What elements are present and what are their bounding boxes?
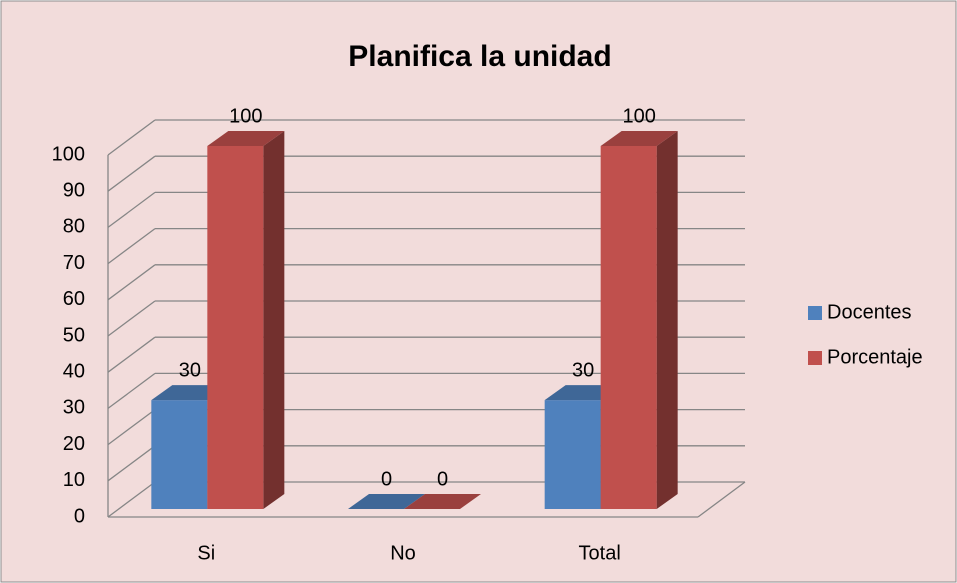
value-label: 30 (572, 359, 594, 381)
y-tick-label: 10 (63, 469, 85, 491)
y-tick-label: 40 (63, 360, 85, 382)
legend-swatch (808, 306, 822, 320)
y-tick-label: 20 (63, 433, 85, 455)
legend-label: Docentes (827, 301, 912, 323)
bar-side (263, 131, 285, 509)
value-label: 30 (179, 359, 201, 381)
grid-line-side (107, 264, 156, 301)
value-label: 100 (622, 105, 655, 127)
y-tick-label: 0 (74, 505, 85, 527)
y-tick-label: 80 (63, 216, 85, 238)
value-label: 100 (229, 105, 262, 127)
grid-line-side (107, 191, 156, 228)
value-label: 0 (437, 468, 448, 490)
grid-line-side (107, 300, 156, 337)
grid-line-side (107, 372, 156, 409)
grid-line-side (107, 445, 156, 482)
x-tick-label: Total (579, 542, 621, 564)
bar-front (600, 146, 657, 509)
y-tick-label: 50 (63, 324, 85, 346)
grid-line-side (107, 409, 156, 446)
bar (600, 131, 678, 509)
bar-top (348, 494, 425, 509)
grid-line-side (107, 119, 156, 156)
bar-front (207, 146, 264, 509)
floor-right (697, 481, 746, 518)
y-tick-label: 60 (63, 288, 85, 310)
grid-line-side (107, 336, 156, 373)
legend-swatch (808, 351, 822, 365)
grid-line-side (107, 481, 156, 518)
bar-top (404, 494, 481, 509)
bar-top (600, 131, 678, 146)
chart-title: Planifica la unidad (348, 40, 611, 73)
bar (404, 494, 481, 509)
bar (348, 494, 425, 509)
x-tick-label: No (390, 542, 416, 564)
value-label: 0 (381, 468, 392, 490)
grid-line-side (107, 228, 156, 265)
bar-front (151, 400, 208, 509)
bar-side (656, 131, 678, 509)
bar-top (207, 131, 285, 146)
y-tick-label: 90 (63, 179, 85, 201)
legend-label: Porcentaje (827, 346, 923, 368)
x-tick-label: Si (197, 542, 215, 564)
bar-front (544, 400, 601, 509)
y-tick-label: 30 (63, 397, 85, 419)
bar (207, 131, 285, 509)
y-tick-label: 70 (63, 252, 85, 274)
y-tick-label: 100 (52, 143, 85, 165)
grid-line-side (107, 155, 156, 192)
